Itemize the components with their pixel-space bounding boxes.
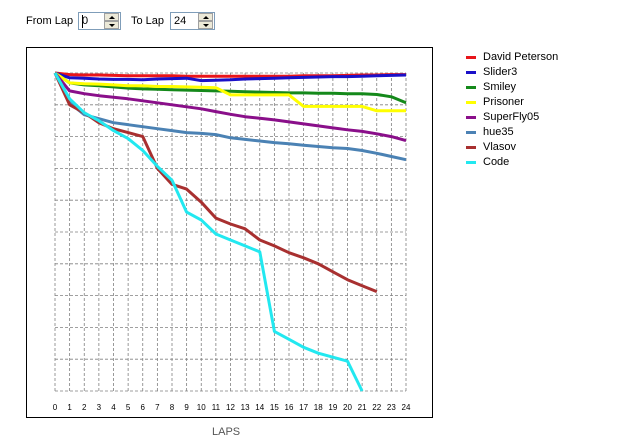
- legend-swatch: [466, 115, 476, 119]
- arrow-down-icon: [108, 23, 115, 27]
- x-tick-label: 9: [184, 403, 189, 412]
- from-lap-up-button[interactable]: [104, 13, 119, 21]
- legend-swatch: [466, 100, 476, 104]
- series-line-slider3: [54, 71, 407, 83]
- lap-chart-svg: 0 1 2 3 4 5 6 7 8 9 10 11 12 13 14 15 16 17 18 19 20 21 22 23 24: [53, 71, 411, 412]
- x-tick-label: 0: [53, 403, 58, 412]
- x-tick-label: 4: [111, 403, 116, 412]
- x-tick-label: 1: [67, 403, 72, 412]
- x-tick-label: 12: [226, 403, 235, 412]
- x-tick-label: 2: [82, 403, 87, 412]
- from-lap-arrows[interactable]: [104, 13, 120, 29]
- x-tick-label: 20: [343, 403, 352, 412]
- legend-label: SuperFly05: [483, 111, 540, 123]
- from-lap-down-button[interactable]: [104, 21, 119, 29]
- series-line-hue35: [53, 72, 407, 162]
- arrow-down-icon: [202, 23, 209, 27]
- x-tick-label: 21: [358, 403, 367, 412]
- x-tick-label: 5: [126, 403, 131, 412]
- legend-label: Slider3: [483, 66, 518, 78]
- legend-item: Smiley: [466, 80, 516, 94]
- from-lap-value[interactable]: 0: [82, 15, 89, 27]
- x-tick-label: 17: [299, 403, 308, 412]
- to-lap-label: To Lap: [131, 15, 165, 27]
- x-tick-label: 15: [270, 403, 279, 412]
- legend-swatch: [466, 145, 476, 149]
- legend-label: Prisoner: [483, 96, 524, 108]
- series-line-superfly05: [53, 72, 407, 143]
- to-lap-up-button[interactable]: [198, 13, 213, 21]
- from-lap-spinner[interactable]: 0: [78, 12, 121, 30]
- x-tick-label: 6: [141, 403, 146, 412]
- legend-item: hue35: [466, 125, 514, 139]
- series-line-prisoner: [54, 71, 406, 113]
- series-line-code: [53, 72, 364, 392]
- legend-label: Vlasov: [483, 141, 517, 153]
- x-tick-label: 18: [314, 403, 323, 412]
- x-tick-label: 14: [255, 403, 264, 412]
- x-tick-label: 7: [155, 403, 160, 412]
- legend-swatch: [466, 55, 476, 59]
- x-tick-label: 22: [372, 403, 381, 412]
- legend-label: Code: [483, 156, 510, 168]
- legend-item: Prisoner: [466, 95, 524, 109]
- series-line-smiley: [54, 71, 407, 105]
- legend-item: SuperFly05: [466, 110, 539, 124]
- to-lap-arrows[interactable]: [198, 13, 214, 29]
- x-axis-title: LAPS: [212, 426, 241, 438]
- legend-item: Slider3: [466, 65, 517, 79]
- x-tick-label: 24: [402, 403, 411, 412]
- chart-legend: David Peterson Slider3 Smiley Prisoner Super…: [466, 50, 616, 180]
- to-lap-down-button[interactable]: [198, 21, 213, 29]
- x-tick-label: 3: [97, 403, 102, 412]
- x-tick-label: 8: [170, 403, 175, 412]
- legend-label: David Peterson: [483, 51, 559, 63]
- legend-label: hue35: [483, 126, 514, 138]
- legend-swatch: [466, 130, 476, 134]
- legend-swatch: [466, 160, 476, 164]
- lap-chart: 0 1 2 3 4 5 6 7 8 9 10 11 12 13 14 15 16 17 18 19 20 21 22 23 24: [26, 47, 433, 418]
- x-tick-label: 19: [328, 403, 337, 412]
- to-lap-spinner[interactable]: 24: [170, 12, 215, 30]
- legend-item: Vlasov: [466, 140, 516, 154]
- text-cursor: [82, 15, 83, 28]
- x-tick-label: 16: [285, 403, 294, 412]
- to-lap-value[interactable]: 24: [174, 15, 187, 27]
- legend-swatch: [466, 85, 476, 89]
- from-lap-label: From Lap: [26, 15, 74, 27]
- legend-item: Code: [466, 155, 509, 169]
- legend-label: Smiley: [483, 81, 517, 93]
- x-tick-label: 10: [197, 403, 206, 412]
- arrow-up-icon: [108, 15, 115, 19]
- legend-swatch: [466, 70, 476, 74]
- x-tick-label: 11: [212, 403, 221, 412]
- arrow-up-icon: [202, 15, 209, 19]
- x-tick-label: 23: [387, 403, 396, 412]
- x-tick-label: 13: [241, 403, 250, 412]
- legend-item: David Peterson: [466, 50, 558, 64]
